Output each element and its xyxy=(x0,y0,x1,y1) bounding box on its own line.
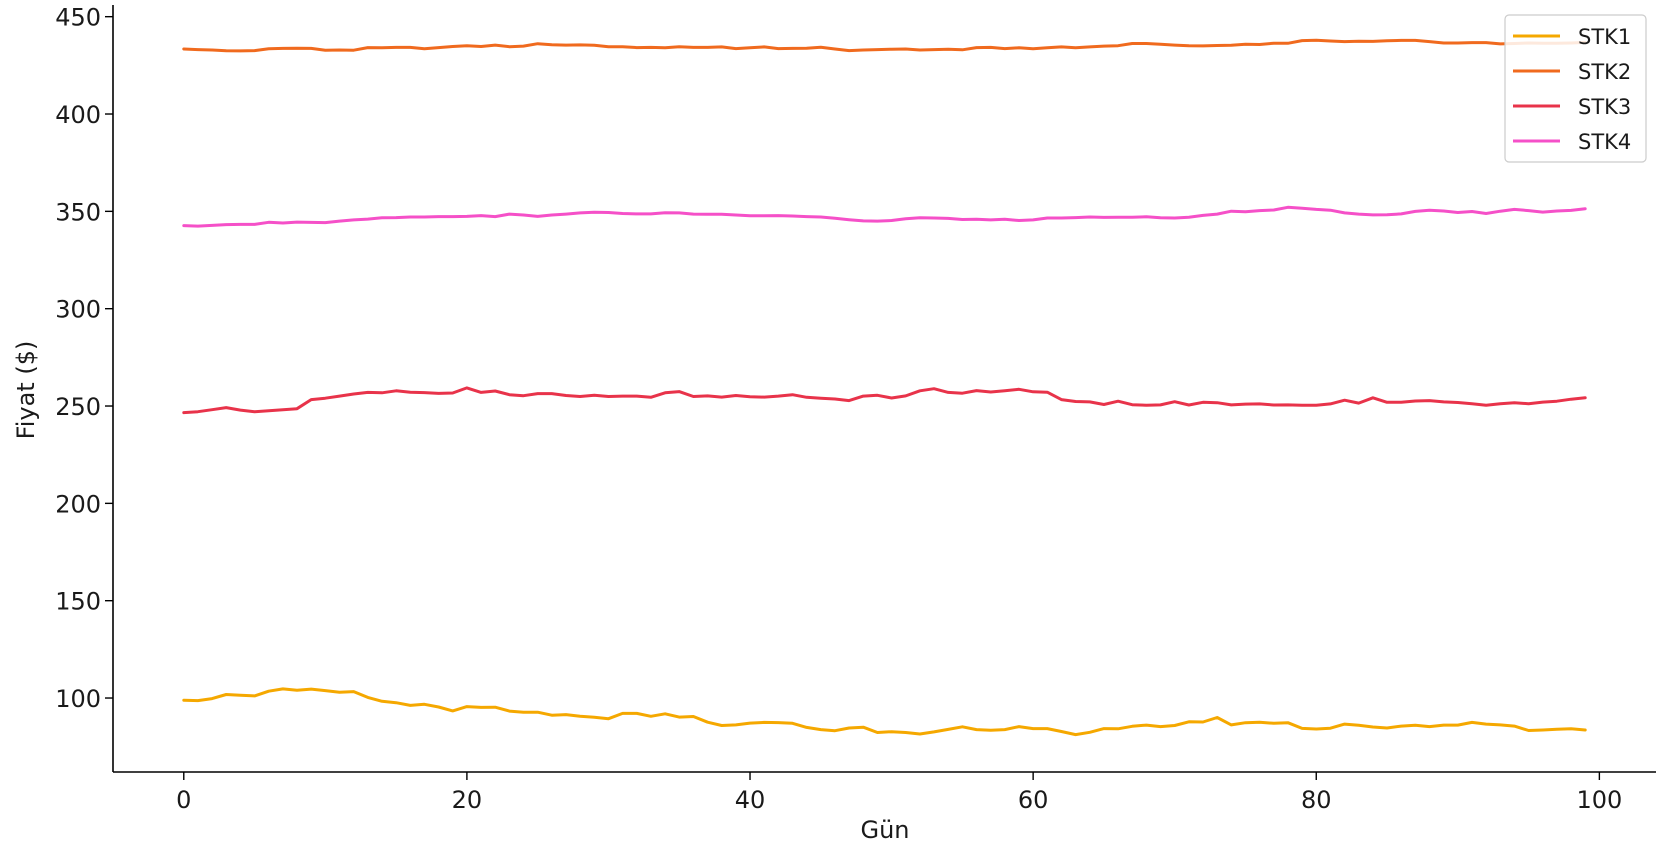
series-line-stk3 xyxy=(182,386,1587,415)
legend-item-stk4: STK4 xyxy=(1513,130,1631,154)
y-tick-label: 300 xyxy=(55,296,101,324)
legend-item-stk2: STK2 xyxy=(1513,60,1631,84)
legend-label: STK3 xyxy=(1578,95,1631,119)
y-tick-label: 150 xyxy=(55,588,101,616)
y-tick-label: 200 xyxy=(55,490,101,518)
x-tick-label: 40 xyxy=(735,786,766,814)
x-axis-title: Gün xyxy=(860,816,909,844)
legend-items: STK1 STK2 STK3 STK4 xyxy=(1513,25,1631,154)
x-tick-label: 20 xyxy=(452,786,483,814)
y-tick-label: 400 xyxy=(55,101,101,129)
y-tick-label: 100 xyxy=(55,685,101,713)
legend-item-stk3: STK3 xyxy=(1513,95,1631,119)
series-lines xyxy=(182,38,1587,737)
x-tick-label: 0 xyxy=(176,786,191,814)
x-axis-ticks: 0 20 40 60 80 100 xyxy=(176,772,1622,814)
y-tick-label: 350 xyxy=(55,198,101,226)
x-tick-label: 60 xyxy=(1018,786,1049,814)
legend-item-stk1: STK1 xyxy=(1513,25,1631,49)
x-tick-label: 80 xyxy=(1301,786,1332,814)
series-line-stk1 xyxy=(182,687,1587,737)
y-tick-label: 450 xyxy=(55,4,101,32)
legend-label: STK1 xyxy=(1578,25,1631,49)
legend-label: STK2 xyxy=(1578,60,1631,84)
y-axis-ticks: 100 150 200 250 300 350 400 450 xyxy=(55,4,113,713)
y-tick-label: 250 xyxy=(55,393,101,421)
legend-box xyxy=(1504,14,1647,163)
y-axis-title: Fiyat ($) xyxy=(12,341,40,440)
series-line-stk4 xyxy=(182,205,1587,228)
legend: STK1 STK2 STK3 STK4 xyxy=(1504,14,1647,163)
series-line-stk2 xyxy=(182,38,1587,53)
x-tick-label: 100 xyxy=(1576,786,1622,814)
legend-label: STK4 xyxy=(1578,130,1631,154)
